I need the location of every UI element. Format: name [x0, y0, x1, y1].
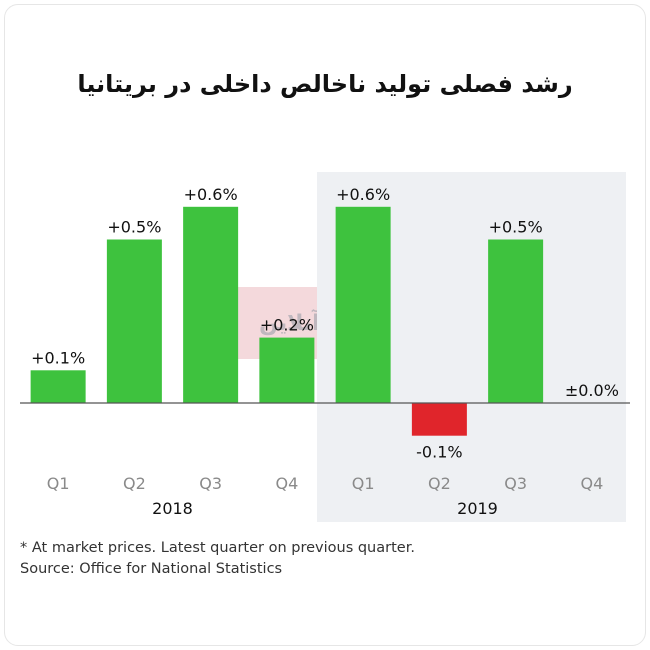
- bar: [411, 403, 467, 436]
- bar-value-label: -0.1%: [416, 443, 462, 462]
- x-tick-label: Q2: [123, 474, 146, 493]
- bar-value-label: +0.1%: [31, 348, 85, 367]
- bar-value-label: ±0.0%: [565, 381, 619, 400]
- x-tick-label: Q4: [275, 474, 298, 493]
- chart-card: [4, 4, 646, 646]
- bar: [30, 370, 86, 403]
- bar: [183, 206, 239, 403]
- bar-value-label: +0.2%: [260, 316, 314, 335]
- x-tick-label: Q2: [428, 474, 451, 493]
- x-tick-label: Q3: [199, 474, 222, 493]
- bar-value-label: +0.5%: [489, 218, 543, 237]
- x-tick-label: Q3: [504, 474, 527, 493]
- bar: [259, 337, 315, 403]
- source-note: Source: Office for National Statistics: [20, 561, 283, 577]
- bar-value-label: +0.5%: [107, 218, 161, 237]
- x-tick-label: Q1: [352, 474, 375, 493]
- year-label: 2018: [152, 499, 193, 518]
- year-label: 2019: [457, 499, 498, 518]
- x-tick-label: Q1: [47, 474, 70, 493]
- bar-value-label: +0.6%: [336, 185, 390, 204]
- bar-value-label: +0.6%: [184, 185, 238, 204]
- chart-title: رشد فصلی تولید ناخالص داخلی در بریتانیا: [77, 70, 573, 98]
- x-tick-label: Q4: [580, 474, 603, 493]
- bar: [488, 239, 544, 403]
- bar: [106, 239, 162, 403]
- bar: [335, 206, 391, 403]
- footnote: * At market prices. Latest quarter on pr…: [20, 540, 415, 556]
